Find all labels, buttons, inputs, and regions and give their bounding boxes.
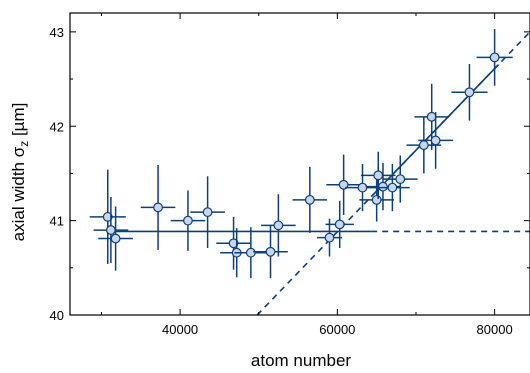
data-point-marker bbox=[102, 211, 113, 222]
data-point-marker bbox=[110, 233, 121, 244]
data-point-marker bbox=[373, 170, 384, 181]
data-point bbox=[93, 197, 129, 264]
data-point bbox=[345, 164, 380, 212]
data-point-marker bbox=[183, 215, 193, 226]
x-tick-label: 80000 bbox=[477, 322, 513, 337]
x-tick-label: 40000 bbox=[162, 322, 198, 337]
data-point-marker bbox=[489, 52, 500, 63]
x-tick-label: 60000 bbox=[319, 322, 355, 337]
data-point-marker bbox=[324, 232, 335, 243]
data-point-marker bbox=[245, 247, 256, 258]
plot-frame bbox=[69, 12, 530, 316]
data-point bbox=[476, 29, 513, 86]
data-point bbox=[140, 164, 176, 250]
data-point-marker bbox=[357, 182, 368, 193]
y-tick-label: 41 bbox=[50, 214, 64, 229]
y-axis-title: axial width σz [µm] bbox=[9, 103, 31, 242]
data-point-marker bbox=[265, 246, 276, 257]
y-tick-label: 42 bbox=[50, 119, 64, 134]
data-point-marker bbox=[418, 140, 429, 151]
data-point-marker bbox=[464, 87, 475, 98]
data-point bbox=[326, 154, 361, 215]
data-point-marker bbox=[430, 135, 441, 146]
y-axis-title-subscript: z bbox=[17, 141, 31, 147]
data-point bbox=[325, 200, 354, 248]
data-point bbox=[234, 227, 268, 279]
data-point bbox=[360, 151, 396, 199]
data-point bbox=[253, 225, 288, 279]
y-tick-label: 40 bbox=[50, 308, 64, 323]
data-point bbox=[216, 216, 251, 270]
linear-fit-line-solid bbox=[370, 63, 500, 198]
data-point-marker bbox=[371, 194, 382, 205]
marks-layer bbox=[89, 29, 530, 315]
data-point bbox=[451, 63, 488, 121]
y-axis-title-main: axial width σ bbox=[9, 146, 28, 241]
data-point bbox=[190, 176, 225, 248]
data-point bbox=[89, 169, 126, 265]
data-point bbox=[418, 112, 453, 169]
data-point-marker bbox=[395, 174, 406, 185]
data-point bbox=[261, 194, 296, 257]
data-point bbox=[375, 164, 410, 212]
data-point-marker bbox=[153, 202, 163, 213]
data-point bbox=[170, 190, 206, 251]
data-point bbox=[98, 206, 133, 271]
y-tick-label: 43 bbox=[50, 25, 64, 40]
data-point-marker bbox=[387, 182, 398, 193]
data-point-marker bbox=[426, 111, 437, 122]
data-point-marker bbox=[105, 225, 116, 235]
data-point-marker bbox=[334, 219, 345, 230]
data-point-marker bbox=[228, 238, 239, 249]
data-point bbox=[292, 166, 328, 233]
x-axis-title: atom number bbox=[251, 351, 351, 370]
data-point-marker bbox=[273, 220, 284, 231]
data-point bbox=[359, 178, 394, 222]
data-point bbox=[382, 155, 418, 203]
y-axis-title-unit: [µm] bbox=[9, 103, 28, 141]
data-point-marker bbox=[304, 194, 315, 205]
data-point-marker bbox=[202, 207, 213, 218]
data-point-marker bbox=[378, 181, 388, 192]
axes-layer: 40000 60000 80000 40 41 42 43 bbox=[50, 12, 530, 337]
